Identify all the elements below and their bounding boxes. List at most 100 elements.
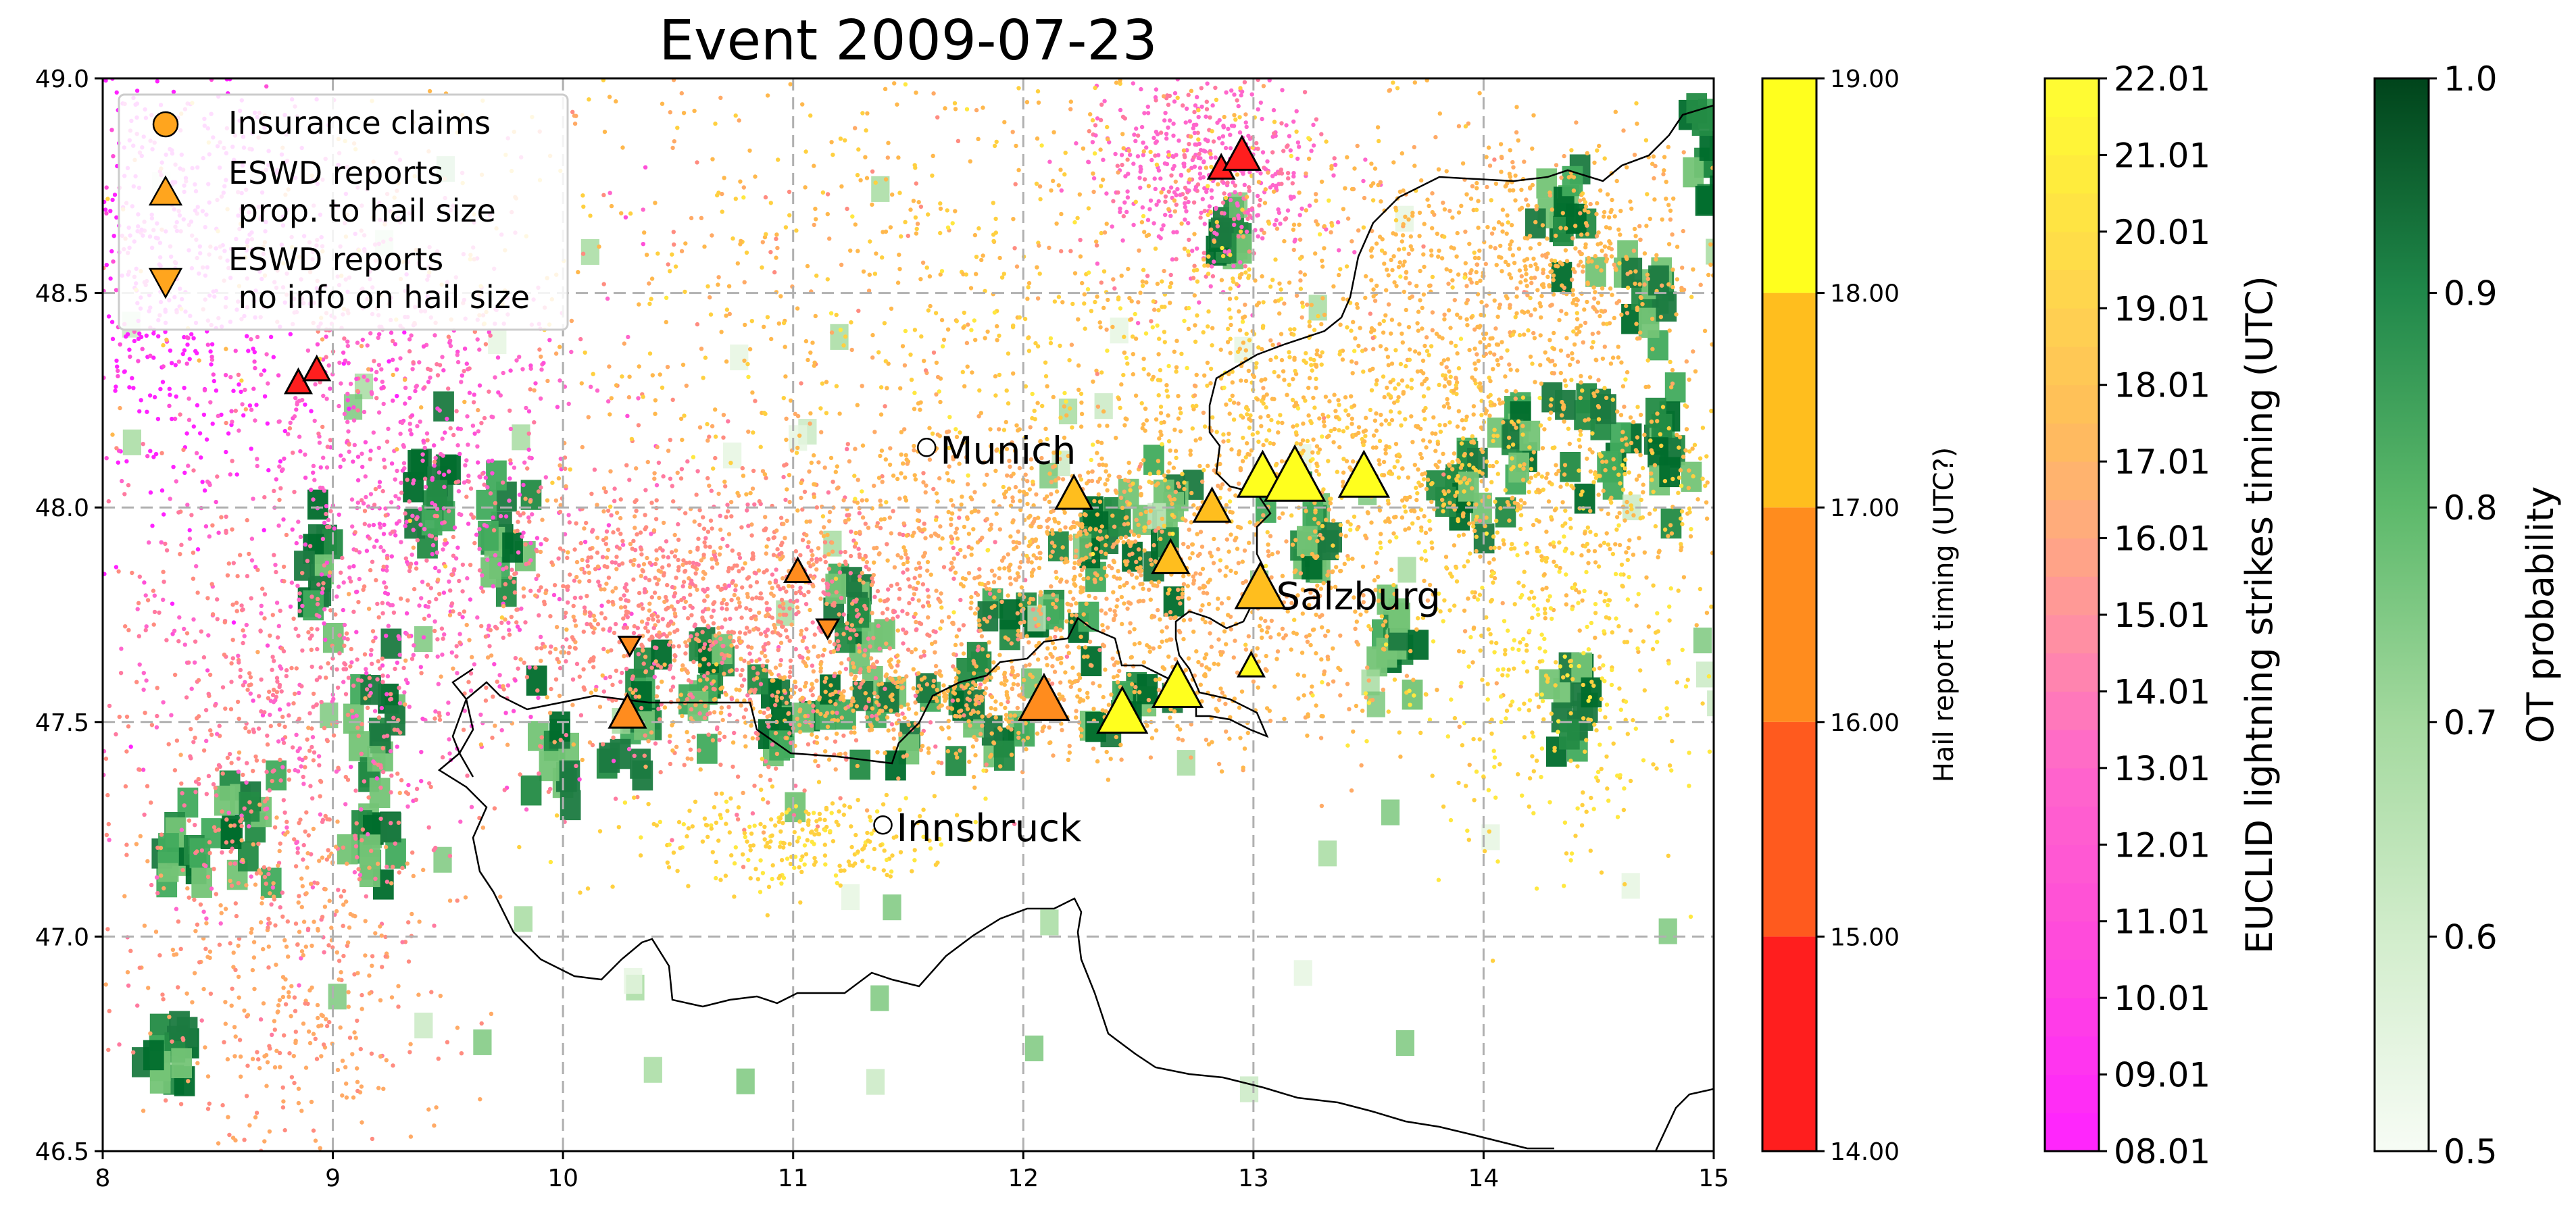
lightning-strike-dot [601, 486, 607, 491]
lightning-strike-dot [923, 536, 928, 540]
lightning-strike-dot [512, 465, 517, 470]
lightning-strike-dot [544, 537, 549, 542]
lightning-strike-dot [432, 459, 437, 464]
lightning-strike-dot [754, 580, 760, 585]
lightning-strike-dot [109, 320, 115, 324]
lightning-strike-dot [872, 594, 877, 599]
lightning-strike-dot [907, 601, 912, 605]
lightning-strike-dot [866, 636, 871, 641]
lightning-strike-dot [389, 773, 394, 778]
lightning-strike-dot [277, 707, 282, 712]
lightning-strike-dot [690, 582, 695, 586]
lightning-strike-dot [264, 881, 268, 886]
lightning-strike-dot [975, 592, 981, 597]
lightning-strike-dot [1219, 769, 1224, 774]
lightning-strike-dot [430, 552, 435, 557]
lightning-strike-dot [212, 378, 216, 384]
lightning-strike-dot [853, 447, 858, 451]
lightning-strike-dot [832, 642, 837, 646]
lightning-strike-dot [739, 615, 744, 620]
lightning-strike-dot [883, 686, 887, 691]
lightning-strike-dot [1320, 625, 1324, 630]
lightning-strike-dot [437, 711, 441, 715]
lightning-strike-dot [124, 459, 129, 464]
lightning-strike-dot [364, 667, 368, 671]
lightning-strike-dot [746, 644, 751, 649]
lightning-strike-dot [277, 722, 282, 728]
lightning-strike-dot [820, 653, 826, 658]
lightning-strike-dot [303, 402, 307, 407]
lightning-strike-dot [818, 557, 823, 562]
lightning-strike-dot [799, 495, 803, 501]
lightning-strike-dot [654, 645, 659, 651]
lightning-strike-dot [280, 890, 285, 895]
lightning-strike-dot [249, 536, 255, 541]
lightning-strike-dot [324, 511, 328, 517]
lightning-strike-dot [366, 832, 370, 837]
lightning-strike-dot [368, 653, 374, 657]
lightning-strike-dot [1234, 536, 1239, 540]
lightning-strike-dot [459, 512, 464, 517]
lightning-strike-dot [971, 527, 976, 532]
lightning-strike-dot [1089, 478, 1095, 484]
lightning-strike-dot [1103, 482, 1108, 486]
lightning-strike-dot [822, 465, 827, 470]
lightning-strike-dot [1026, 559, 1031, 564]
lightning-strike-dot [248, 691, 253, 696]
lightning-strike-dot [303, 542, 308, 547]
lightning-strike-dot [1050, 531, 1055, 536]
lightning-strike-dot [391, 715, 396, 720]
lightning-strike-dot [1240, 459, 1245, 463]
lightning-strike-dot [313, 382, 318, 387]
lightning-strike-dot [814, 678, 819, 683]
lightning-strike-dot [1038, 556, 1043, 561]
lightning-strike-dot [343, 667, 349, 671]
lightning-strike-dot [680, 437, 685, 442]
lightning-strike-dot [364, 549, 370, 553]
lightning-strike-dot [189, 332, 194, 336]
lightning-strike-dot [393, 494, 398, 499]
lightning-strike-dot [878, 412, 884, 417]
lightning-strike-dot [385, 601, 391, 606]
lightning-strike-dot [914, 586, 918, 591]
lightning-strike-dot [441, 590, 447, 595]
lightning-strike-dot [475, 444, 480, 449]
lightning-strike-dot [403, 790, 409, 795]
lightning-strike-dot [837, 644, 841, 649]
lightning-strike-dot [176, 510, 181, 515]
lightning-strike-dot [185, 503, 190, 507]
lightning-strike-dot [238, 667, 243, 673]
lightning-strike-dot [201, 655, 207, 660]
lightning-strike-dot [541, 361, 546, 365]
lightning-strike-dot [204, 916, 209, 921]
lightning-strike-dot [320, 817, 326, 822]
lightning-strike-dot [808, 421, 812, 426]
lightning-strike-dot [341, 923, 345, 928]
lightning-strike-dot [201, 748, 207, 753]
lightning-strike-dot [346, 429, 351, 434]
lightning-strike-dot [170, 601, 175, 606]
lightning-strike-dot [1164, 638, 1169, 643]
ot-cell [502, 532, 523, 563]
lightning-strike-dot [1291, 630, 1296, 635]
lightning-strike-dot [628, 542, 633, 547]
lightning-strike-dot [641, 606, 645, 611]
lightning-strike-dot [247, 671, 252, 676]
lightning-strike-dot [264, 815, 269, 820]
lightning-strike-dot [536, 573, 541, 578]
lightning-strike-dot [178, 552, 182, 557]
lightning-strike-dot [635, 532, 639, 537]
lightning-strike-dot [849, 623, 855, 628]
lightning-strike-dot [465, 414, 470, 419]
lightning-strike-dot [238, 674, 243, 679]
lightning-strike-dot [957, 628, 962, 632]
lightning-strike-dot [1136, 599, 1141, 604]
lightning-strike-dot [457, 632, 462, 636]
lightning-strike-dot [379, 386, 384, 390]
lightning-strike-dot [969, 546, 974, 551]
lightning-strike-dot [276, 523, 281, 528]
lightning-strike-dot [245, 334, 249, 338]
lightning-strike-dot [176, 639, 181, 644]
lightning-strike-dot [1307, 633, 1312, 638]
lightning-strike-dot [1099, 576, 1104, 581]
